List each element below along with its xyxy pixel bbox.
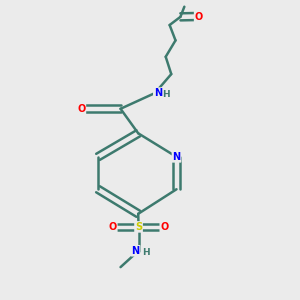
Text: H: H: [142, 248, 150, 257]
Text: N: N: [131, 246, 140, 256]
Text: N: N: [172, 152, 181, 162]
Text: O: O: [160, 222, 169, 232]
Text: O: O: [195, 11, 203, 22]
Text: H: H: [162, 90, 170, 99]
Text: O: O: [109, 222, 117, 232]
Text: N: N: [154, 88, 162, 98]
Text: S: S: [135, 222, 142, 232]
Text: O: O: [77, 104, 86, 114]
